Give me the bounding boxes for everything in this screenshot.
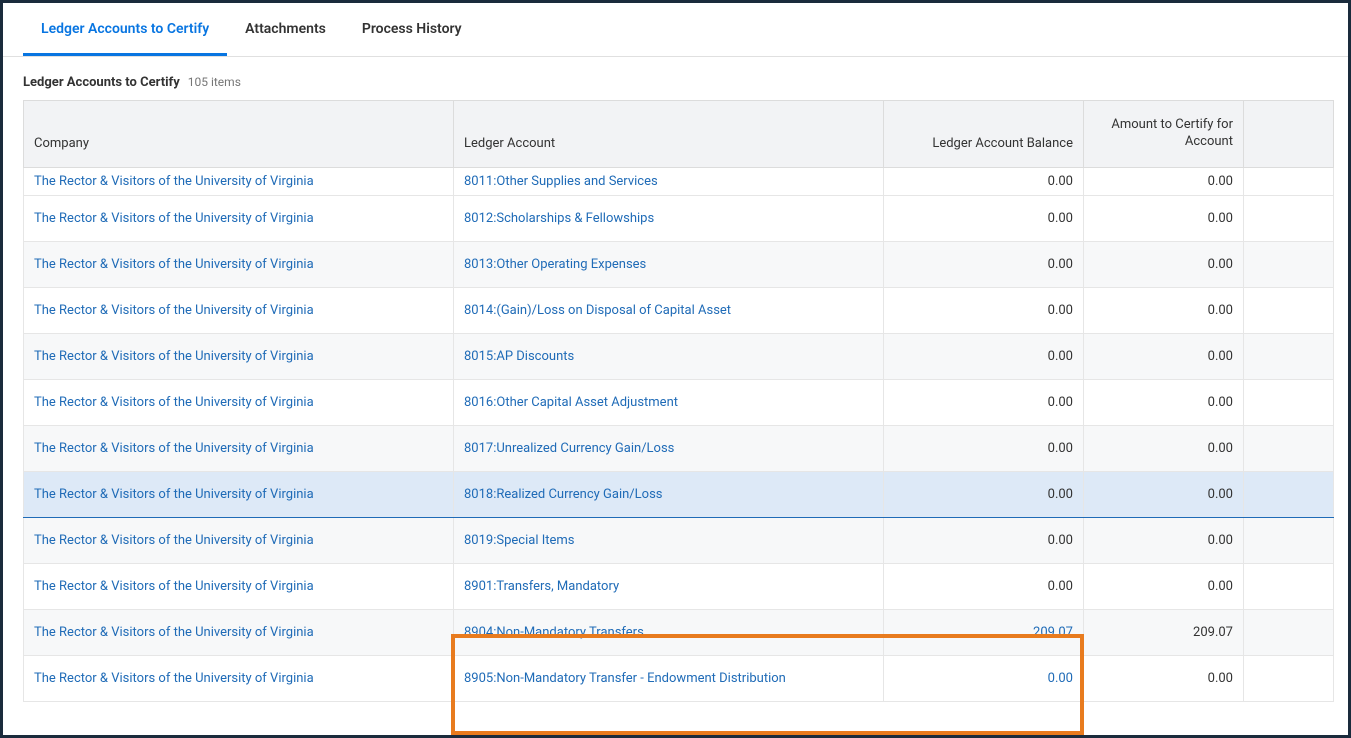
table-row[interactable]: The Rector & Visitors of the University … [24,563,1334,609]
balance-value: 0.00 [884,333,1084,379]
empty-cell [1244,195,1334,241]
balance-value: 0.00 [884,287,1084,333]
ledger-account-link[interactable]: 8019:Special Items [454,517,884,563]
col-ledger-account[interactable]: Ledger Account [454,101,884,168]
ledger-account-link[interactable]: 8013:Other Operating Expenses [454,241,884,287]
balance-value: 0.00 [884,167,1084,195]
section-title: Ledger Accounts to Certify [23,75,180,90]
table-wrap: Company Ledger Account Ledger Account Ba… [3,100,1348,702]
ledger-account-link[interactable]: 8011:Other Supplies and Services [454,167,884,195]
company-link[interactable]: The Rector & Visitors of the University … [24,425,454,471]
balance-value: 0.00 [884,241,1084,287]
balance-value: 0.00 [884,195,1084,241]
tab-process-history[interactable]: Process History [344,3,480,56]
col-amount-to-certify[interactable]: Amount to Certify for Account [1084,101,1244,168]
company-link[interactable]: The Rector & Visitors of the University … [24,195,454,241]
empty-cell [1244,609,1334,655]
tab-bar: Ledger Accounts to Certify Attachments P… [3,3,1348,57]
amount-value: 0.00 [1084,425,1244,471]
table-row[interactable]: The Rector & Visitors of the University … [24,517,1334,563]
amount-value: 209.07 [1084,609,1244,655]
table-row[interactable]: The Rector & Visitors of the University … [24,195,1334,241]
empty-cell [1244,241,1334,287]
table-row[interactable]: The Rector & Visitors of the University … [24,655,1334,701]
company-link[interactable]: The Rector & Visitors of the University … [24,287,454,333]
balance-value: 0.00 [884,425,1084,471]
balance-value: 0.00 [884,517,1084,563]
balance-value[interactable]: 209.07 [884,609,1084,655]
table-row[interactable]: The Rector & Visitors of the University … [24,609,1334,655]
col-company[interactable]: Company [24,101,454,168]
ledger-account-link[interactable]: 8014:(Gain)/Loss on Disposal of Capital … [454,287,884,333]
company-link[interactable]: The Rector & Visitors of the University … [24,167,454,195]
ledger-account-link[interactable]: 8018:Realized Currency Gain/Loss [454,471,884,517]
table-row[interactable]: The Rector & Visitors of the University … [24,287,1334,333]
company-link[interactable]: The Rector & Visitors of the University … [24,609,454,655]
ledger-account-link[interactable]: 8012:Scholarships & Fellowships [454,195,884,241]
empty-cell [1244,425,1334,471]
table-body: The Rector & Visitors of the University … [24,167,1334,701]
balance-value: 0.00 [884,471,1084,517]
table-row[interactable]: The Rector & Visitors of the University … [24,379,1334,425]
ledger-account-link[interactable]: 8015:AP Discounts [454,333,884,379]
amount-value: 0.00 [1084,563,1244,609]
ledger-account-link[interactable]: 8017:Unrealized Currency Gain/Loss [454,425,884,471]
empty-cell [1244,167,1334,195]
balance-value: 0.00 [884,379,1084,425]
ledger-account-link[interactable]: 8904:Non-Mandatory Transfers [454,609,884,655]
col-balance[interactable]: Ledger Account Balance [884,101,1084,168]
col-empty [1244,101,1334,168]
col-amount-line1: Amount to Certify for [1111,117,1233,132]
col-amount-line2: Account [1185,134,1233,149]
ledger-certify-window: Ledger Accounts to Certify Attachments P… [0,0,1351,738]
section-header: Ledger Accounts to Certify 105 items [3,57,1348,100]
empty-cell [1244,517,1334,563]
company-link[interactable]: The Rector & Visitors of the University … [24,471,454,517]
ledger-table: Company Ledger Account Ledger Account Ba… [23,100,1334,702]
table-row[interactable]: The Rector & Visitors of the University … [24,425,1334,471]
ledger-account-link[interactable]: 8905:Non-Mandatory Transfer - Endowment … [454,655,884,701]
company-link[interactable]: The Rector & Visitors of the University … [24,379,454,425]
amount-value: 0.00 [1084,517,1244,563]
empty-cell [1244,471,1334,517]
company-link[interactable]: The Rector & Visitors of the University … [24,563,454,609]
amount-value: 0.00 [1084,241,1244,287]
empty-cell [1244,333,1334,379]
company-link[interactable]: The Rector & Visitors of the University … [24,333,454,379]
tab-ledger-accounts[interactable]: Ledger Accounts to Certify [23,3,227,56]
table-row[interactable]: The Rector & Visitors of the University … [24,167,1334,195]
table-row[interactable]: The Rector & Visitors of the University … [24,241,1334,287]
empty-cell [1244,379,1334,425]
balance-value: 0.00 [884,563,1084,609]
empty-cell [1244,563,1334,609]
amount-value: 0.00 [1084,333,1244,379]
amount-value: 0.00 [1084,471,1244,517]
company-link[interactable]: The Rector & Visitors of the University … [24,517,454,563]
table-row[interactable]: The Rector & Visitors of the University … [24,333,1334,379]
ledger-account-link[interactable]: 8016:Other Capital Asset Adjustment [454,379,884,425]
ledger-account-link[interactable]: 8901:Transfers, Mandatory [454,563,884,609]
company-link[interactable]: The Rector & Visitors of the University … [24,241,454,287]
table-row[interactable]: The Rector & Visitors of the University … [24,471,1334,517]
balance-value[interactable]: 0.00 [884,655,1084,701]
tab-attachments[interactable]: Attachments [227,3,344,56]
empty-cell [1244,655,1334,701]
table-header-row: Company Ledger Account Ledger Account Ba… [24,101,1334,168]
amount-value: 0.00 [1084,287,1244,333]
item-count: 105 items [188,75,241,89]
amount-value: 0.00 [1084,195,1244,241]
amount-value: 0.00 [1084,379,1244,425]
amount-value: 0.00 [1084,167,1244,195]
empty-cell [1244,287,1334,333]
company-link[interactable]: The Rector & Visitors of the University … [24,655,454,701]
amount-value: 0.00 [1084,655,1244,701]
